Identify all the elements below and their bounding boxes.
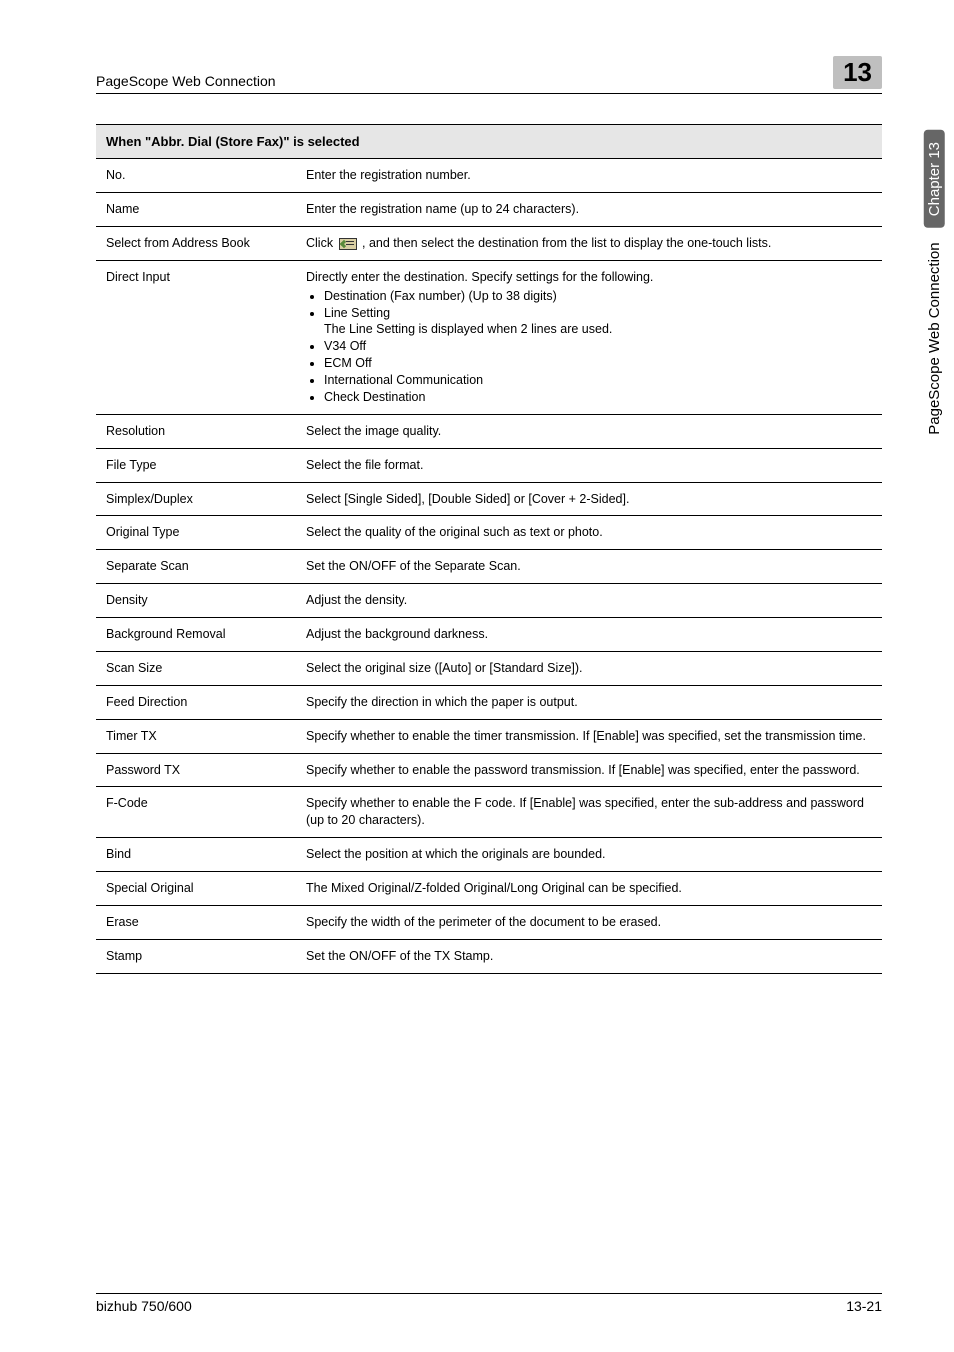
table-row: NameEnter the registration name (up to 2… bbox=[96, 193, 882, 227]
side-label: PageScope Web Connection Chapter 13 bbox=[924, 130, 945, 435]
row-value: Specify whether to enable the password t… bbox=[296, 753, 882, 787]
row-value: Click , and then select the destination … bbox=[296, 226, 882, 260]
row-value-post: , and then select the destination from t… bbox=[359, 236, 772, 250]
footer-product: bizhub 750/600 bbox=[96, 1298, 192, 1314]
row-key: Timer TX bbox=[96, 719, 296, 753]
table-row: Simplex/DuplexSelect [Single Sided], [Do… bbox=[96, 482, 882, 516]
table-row: Special OriginalThe Mixed Original/Z-fol… bbox=[96, 872, 882, 906]
row-key: Density bbox=[96, 584, 296, 618]
row-key: F-Code bbox=[96, 787, 296, 838]
side-label-text: PageScope Web Connection bbox=[926, 242, 943, 434]
table-row: No.Enter the registration number. bbox=[96, 159, 882, 193]
row-key: Password TX bbox=[96, 753, 296, 787]
row-value: Specify whether to enable the F code. If… bbox=[296, 787, 882, 838]
section-title: PageScope Web Connection bbox=[96, 73, 276, 89]
row-key: Name bbox=[96, 193, 296, 227]
page-footer: bizhub 750/600 13-21 bbox=[96, 1293, 882, 1314]
list-item: Line SettingThe Line Setting is displaye… bbox=[324, 305, 872, 339]
row-key: Separate Scan bbox=[96, 550, 296, 584]
row-value: The Mixed Original/Z-folded Original/Lon… bbox=[296, 872, 882, 906]
row-value: Specify the direction in which the paper… bbox=[296, 685, 882, 719]
page-header: PageScope Web Connection 13 bbox=[96, 56, 882, 94]
row-value: Enter the registration name (up to 24 ch… bbox=[296, 193, 882, 227]
list-item: Destination (Fax number) (Up to 38 digit… bbox=[324, 288, 872, 305]
list-item: ECM Off bbox=[324, 355, 872, 372]
row-value-list: Destination (Fax number) (Up to 38 digit… bbox=[306, 288, 872, 406]
row-value: Adjust the density. bbox=[296, 584, 882, 618]
table-row: DensityAdjust the density. bbox=[96, 584, 882, 618]
row-value: Select [Single Sided], [Double Sided] or… bbox=[296, 482, 882, 516]
table-row: ResolutionSelect the image quality. bbox=[96, 414, 882, 448]
row-key: Bind bbox=[96, 838, 296, 872]
table-row: BindSelect the position at which the ori… bbox=[96, 838, 882, 872]
row-value: Select the quality of the original such … bbox=[296, 516, 882, 550]
row-key: Stamp bbox=[96, 939, 296, 973]
table-row: Original TypeSelect the quality of the o… bbox=[96, 516, 882, 550]
table-row: Select from Address BookClick , and then… bbox=[96, 226, 882, 260]
row-value-intro: Directly enter the destination. Specify … bbox=[306, 269, 872, 286]
row-value: Specify whether to enable the timer tran… bbox=[296, 719, 882, 753]
row-key: Select from Address Book bbox=[96, 226, 296, 260]
table-row: Password TXSpecify whether to enable the… bbox=[96, 753, 882, 787]
footer-page: 13-21 bbox=[846, 1298, 882, 1314]
table-row: Feed DirectionSpecify the direction in w… bbox=[96, 685, 882, 719]
row-value: Select the file format. bbox=[296, 448, 882, 482]
row-value: Select the position at which the origina… bbox=[296, 838, 882, 872]
row-key: Simplex/Duplex bbox=[96, 482, 296, 516]
list-item: International Communication bbox=[324, 372, 872, 389]
table-title: When "Abbr. Dial (Store Fax)" is selecte… bbox=[96, 124, 882, 159]
table-row: EraseSpecify the width of the perimeter … bbox=[96, 905, 882, 939]
list-item: Check Destination bbox=[324, 389, 872, 406]
side-chapter-pill: Chapter 13 bbox=[924, 130, 945, 228]
spec-table: When "Abbr. Dial (Store Fax)" is selecte… bbox=[96, 124, 882, 974]
row-value: Adjust the background darkness. bbox=[296, 618, 882, 652]
table-row: Direct Input Directly enter the destinati… bbox=[96, 260, 882, 414]
row-key: Erase bbox=[96, 905, 296, 939]
table-row: F-CodeSpecify whether to enable the F co… bbox=[96, 787, 882, 838]
list-item: V34 Off bbox=[324, 338, 872, 355]
row-value: Set the ON/OFF of the Separate Scan. bbox=[296, 550, 882, 584]
row-value: Set the ON/OFF of the TX Stamp. bbox=[296, 939, 882, 973]
row-value: Select the original size ([Auto] or [Sta… bbox=[296, 651, 882, 685]
row-key: Special Original bbox=[96, 872, 296, 906]
table-row: File TypeSelect the file format. bbox=[96, 448, 882, 482]
row-key: No. bbox=[96, 159, 296, 193]
table-row: Background RemovalAdjust the background … bbox=[96, 618, 882, 652]
address-list-icon bbox=[339, 238, 357, 250]
chapter-number: 13 bbox=[833, 56, 882, 89]
row-key: Feed Direction bbox=[96, 685, 296, 719]
row-value-pre: Click bbox=[306, 236, 337, 250]
table-row: Scan SizeSelect the original size ([Auto… bbox=[96, 651, 882, 685]
table-row: Timer TXSpecify whether to enable the ti… bbox=[96, 719, 882, 753]
row-key: Background Removal bbox=[96, 618, 296, 652]
row-key: Original Type bbox=[96, 516, 296, 550]
table-row: StampSet the ON/OFF of the TX Stamp. bbox=[96, 939, 882, 973]
row-key: Direct Input bbox=[96, 260, 296, 414]
row-value: Enter the registration number. bbox=[296, 159, 882, 193]
row-value: Directly enter the destination. Specify … bbox=[296, 260, 882, 414]
row-key: File Type bbox=[96, 448, 296, 482]
row-value: Specify the width of the perimeter of th… bbox=[296, 905, 882, 939]
table-row: Separate ScanSet the ON/OFF of the Separ… bbox=[96, 550, 882, 584]
row-key: Resolution bbox=[96, 414, 296, 448]
row-value: Select the image quality. bbox=[296, 414, 882, 448]
chapter-badge: 13 bbox=[833, 56, 882, 89]
row-key: Scan Size bbox=[96, 651, 296, 685]
